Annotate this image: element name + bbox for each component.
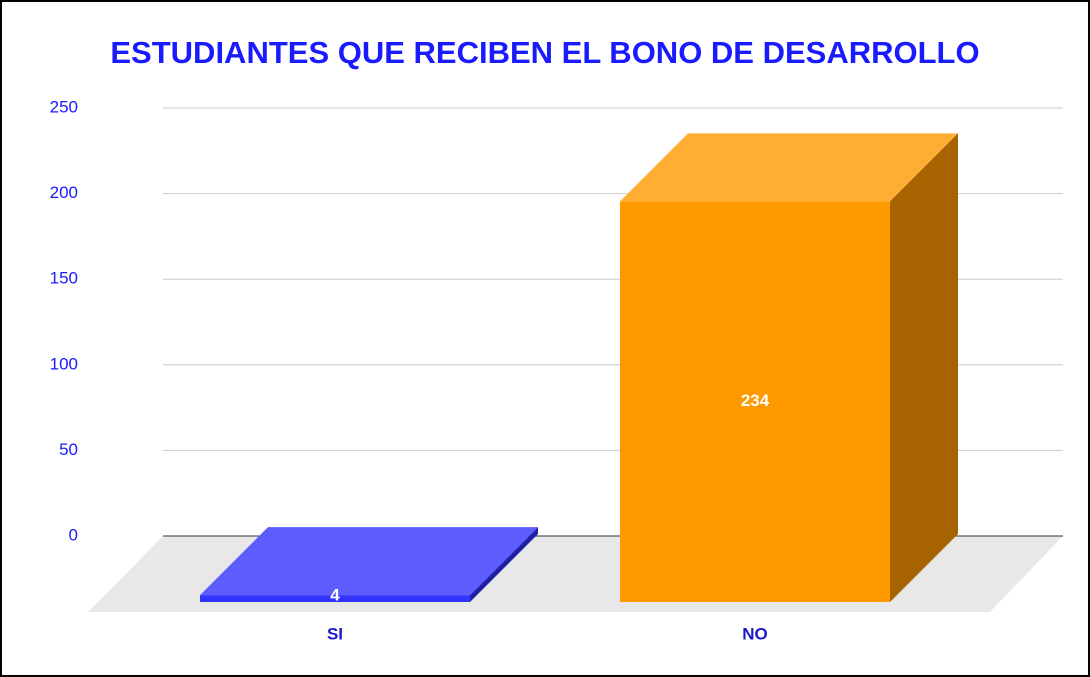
y-tick-label: 100: [50, 354, 78, 373]
bar-top: [620, 133, 958, 202]
bar-side: [470, 527, 538, 602]
bar: [200, 527, 538, 602]
bar-top: [200, 527, 538, 596]
bar: [620, 133, 958, 602]
x-tick-label: NO: [742, 624, 768, 643]
data-label: 234: [741, 391, 770, 410]
bar-side: [890, 133, 958, 602]
x-tick-label: SI: [327, 624, 343, 643]
y-tick-label: 200: [50, 183, 78, 202]
y-tick-label: 150: [50, 269, 78, 288]
chart-title: ESTUDIANTES QUE RECIBEN EL BONO DE DESAR…: [110, 35, 979, 70]
y-tick-label: 50: [59, 440, 78, 459]
bar-front: [200, 595, 470, 602]
y-tick-label: 250: [50, 97, 78, 116]
data-label: 4: [330, 585, 340, 604]
y-tick-label: 0: [69, 525, 78, 544]
bar-front: [620, 201, 890, 602]
